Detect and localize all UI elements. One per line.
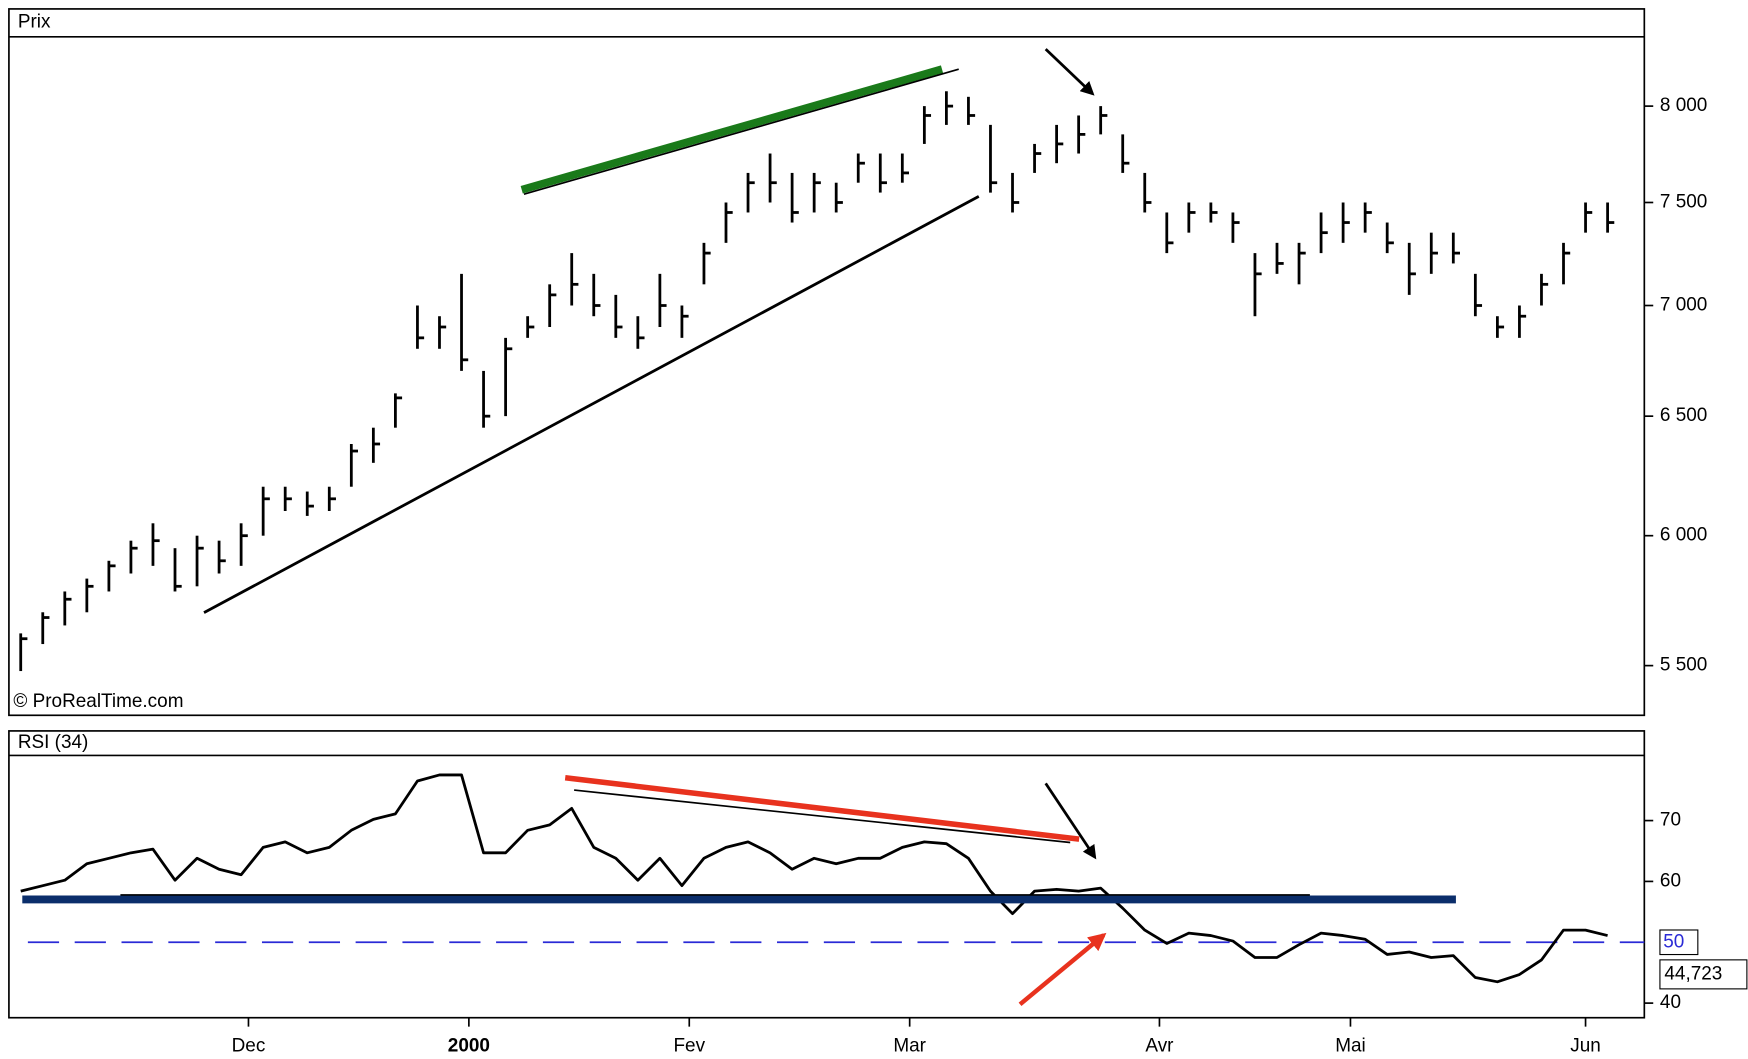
rsi-panel-title: RSI (34): [18, 732, 89, 753]
last-value-box: [1659, 959, 1748, 990]
rsi-line: [20, 773, 1608, 984]
x-tick-label: Mar: [893, 1036, 926, 1057]
x-tick-label: Jun: [1570, 1036, 1601, 1057]
y-tick-label: 8 000: [1660, 95, 1707, 116]
annotations: [22, 48, 1456, 1007]
price-panel: [8, 8, 1646, 717]
trend-line: [574, 789, 1071, 844]
reference-label-box: [1659, 929, 1699, 956]
y-tick-label: 7 000: [1660, 295, 1707, 316]
arrow: [1044, 782, 1097, 860]
y-tick-label: 7 500: [1660, 191, 1707, 212]
y-tick-label: 70: [1660, 810, 1681, 831]
rsi-panel: [8, 730, 1646, 1019]
x-tick-label: 2000: [448, 1036, 490, 1057]
reference-label: 50: [1663, 931, 1684, 952]
credit: © ProRealTime.com: [13, 691, 183, 712]
y-tick-label: 6 000: [1660, 525, 1707, 546]
x-tick-label: Fev: [673, 1036, 705, 1057]
arrow: [1018, 932, 1107, 1007]
x-tick-label: Dec: [232, 1036, 266, 1057]
y-tick-label: 40: [1660, 992, 1681, 1013]
trend-line: [523, 68, 959, 195]
x-tick-label: Mai: [1335, 1036, 1366, 1057]
y-tick-label: 6 500: [1660, 405, 1707, 426]
trend-line: [203, 195, 980, 614]
trend-line: [520, 65, 944, 194]
arrow: [1044, 48, 1095, 96]
last-value-label: 44,723: [1664, 963, 1722, 984]
trend-line: [564, 775, 1080, 842]
y-tick-label: 5 500: [1660, 655, 1707, 676]
price-panel-title: Prix: [18, 11, 51, 32]
marks: 5 500 6 000 6 500 7 000 7 500 8 000 40 60 70 50 44…: [19, 91, 1748, 1057]
y-tick-label: 60: [1660, 870, 1681, 891]
x-tick-label: Avr: [1145, 1036, 1173, 1057]
